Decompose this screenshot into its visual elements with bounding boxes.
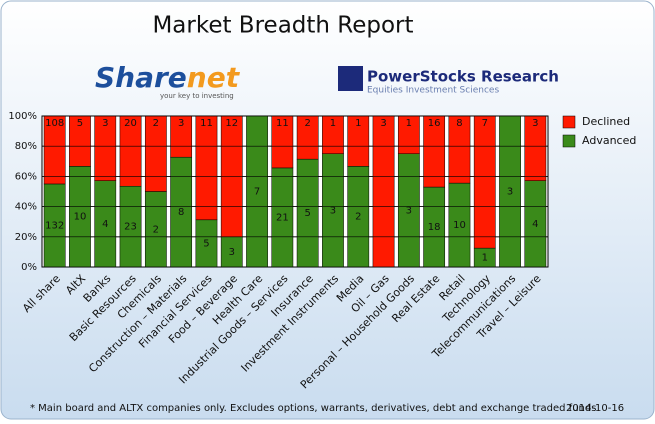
y-tick-label: 60% — [15, 171, 37, 182]
data-label: 3 — [229, 247, 235, 258]
data-label: 18 — [428, 222, 441, 233]
plot-area — [41, 115, 549, 268]
data-label: 4 — [532, 219, 538, 230]
bar-segment — [372, 115, 395, 268]
data-label: 4 — [102, 219, 108, 230]
data-label: 21 — [276, 212, 289, 223]
legend-swatch — [562, 134, 576, 148]
data-label: 3 — [507, 187, 513, 198]
legend-label: Declined — [582, 115, 630, 128]
data-label: 10 — [453, 220, 466, 231]
data-label: 5 — [304, 208, 310, 219]
data-label: 3 — [330, 205, 336, 216]
logo-text: net — [187, 61, 241, 94]
data-label: 2 — [153, 118, 159, 129]
data-label: 8 — [456, 118, 462, 129]
data-label: 11 — [276, 118, 289, 129]
y-tick-label: 40% — [15, 202, 37, 213]
logo-tagline: your key to investing — [160, 92, 234, 100]
data-label: 1 — [482, 253, 488, 264]
data-label: 3 — [178, 118, 184, 129]
y-tick-label: 20% — [15, 232, 37, 243]
data-label: 3 — [380, 118, 386, 129]
data-label: 7 — [254, 187, 260, 198]
data-label: 20 — [124, 118, 137, 129]
data-label: 23 — [124, 222, 137, 233]
legend-label: Advanced — [582, 134, 636, 147]
legend-swatch — [562, 115, 576, 129]
data-label: 2 — [153, 224, 159, 235]
data-label: 1 — [406, 118, 412, 129]
y-tick-label: 100% — [8, 111, 37, 122]
y-tick-label: 80% — [15, 141, 37, 152]
data-label: 7 — [482, 118, 488, 129]
data-label: 10 — [74, 212, 87, 223]
footnote: * Main board and ALTX companies only. Ex… — [30, 403, 596, 414]
logo-icon — [338, 66, 363, 91]
data-label: 1 — [330, 118, 336, 129]
data-label: 12 — [225, 118, 238, 129]
chart-title: Market Breadth Report — [152, 13, 413, 39]
data-label: 1 — [355, 118, 361, 129]
data-label: 3 — [102, 118, 108, 129]
logo-tagline: Equities Investment Sciences — [367, 86, 499, 96]
data-label: 3 — [406, 205, 412, 216]
logo-name: PowerStocks Research — [367, 68, 559, 86]
data-label: 2 — [304, 118, 310, 129]
data-label: 132 — [45, 220, 64, 231]
logo-share: Sharenet — [95, 61, 241, 94]
logo-text: Share — [95, 61, 187, 94]
y-tick-label: 0% — [21, 262, 37, 273]
data-label: 108 — [45, 118, 64, 129]
data-label: 2 — [355, 212, 361, 223]
data-label: 5 — [203, 238, 209, 249]
bar-segment — [195, 115, 218, 221]
bar-segment — [473, 115, 496, 249]
date: 2014-10-16 — [566, 403, 624, 414]
data-label: 3 — [532, 118, 538, 129]
data-label: 5 — [77, 118, 83, 129]
data-label: 11 — [200, 118, 213, 129]
data-label: 8 — [178, 207, 184, 218]
data-label: 16 — [428, 118, 441, 129]
